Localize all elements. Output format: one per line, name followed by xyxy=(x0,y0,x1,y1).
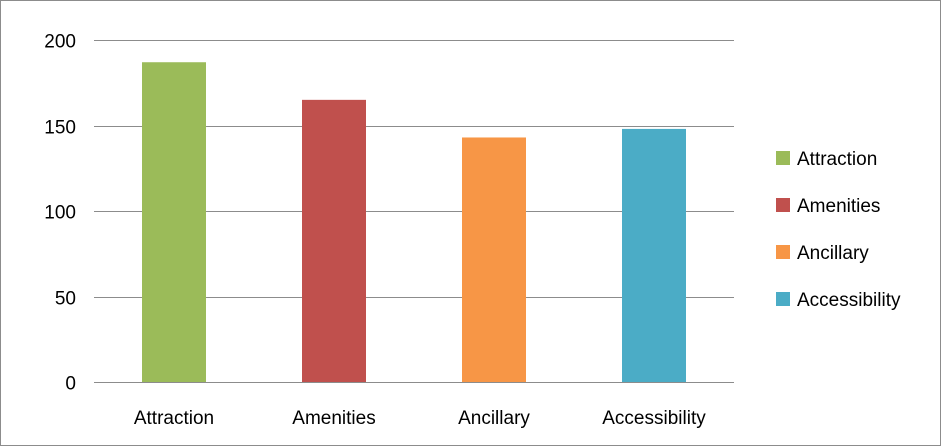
legend-label: Amenities xyxy=(797,196,880,217)
bar-amenities xyxy=(302,99,366,382)
legend-label: Attraction xyxy=(797,149,877,170)
bar-ancillary xyxy=(462,137,526,382)
x-tick-label: Amenities xyxy=(292,408,375,429)
x-tick-label: Ancillary xyxy=(458,408,530,429)
legend-swatch-amenities xyxy=(776,198,790,212)
y-tick-label: 150 xyxy=(44,118,76,139)
legend-label: Accessibility xyxy=(797,290,901,311)
y-tick-label: 0 xyxy=(65,374,76,395)
bars xyxy=(142,62,686,382)
x-tick-label: Attraction xyxy=(134,408,214,429)
y-tick-label: 50 xyxy=(55,289,76,310)
legend-label: Ancillary xyxy=(797,243,869,264)
legend-swatch-attraction xyxy=(776,151,790,165)
bar-attraction xyxy=(142,62,206,382)
legend-swatch-accessibility xyxy=(776,292,790,306)
legend-swatch-ancillary xyxy=(776,245,790,259)
y-tick-label: 100 xyxy=(44,203,76,224)
axes: 0 50 100 150 200 Attraction Amenities Ancillary… xyxy=(44,32,734,429)
bar-accessibility xyxy=(622,128,686,382)
y-tick-label: 200 xyxy=(44,32,76,53)
legend: Attraction Amenities Ancillary Accessibilit… xyxy=(776,149,901,311)
x-tick-label: Accessibility xyxy=(602,408,706,429)
